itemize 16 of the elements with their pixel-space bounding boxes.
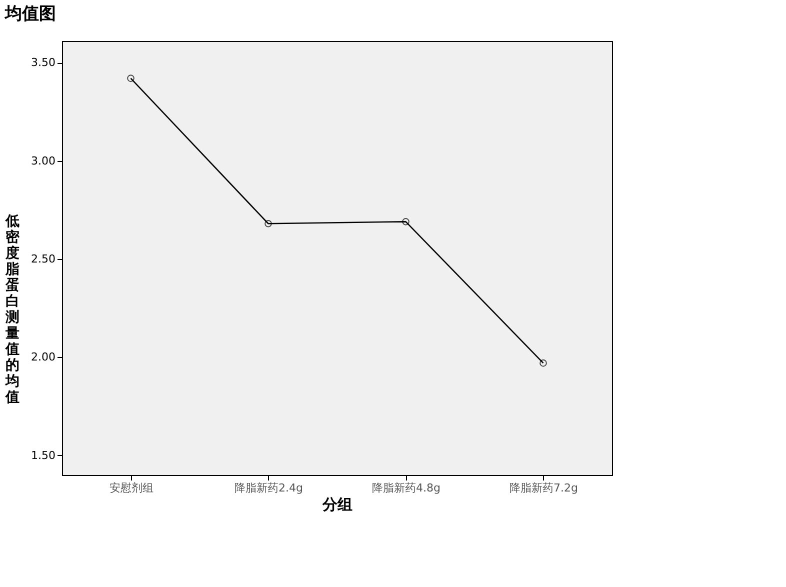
point: [540, 359, 547, 367]
point: [127, 74, 134, 82]
y-tick-label: 3.00: [31, 154, 56, 168]
y-tick-label: 2.00: [31, 350, 56, 364]
text: 低密度脂蛋白测量值的均值: [6, 214, 20, 406]
y-tick-label: 2.50: [31, 252, 56, 266]
x-tick-label: 降脂新药4.8g: [372, 482, 440, 494]
x-tick-label: 降脂新药2.4g: [234, 482, 303, 494]
x-tick-label: 降脂新药7.2g: [510, 482, 578, 494]
y-tick-label: 3.50: [31, 56, 56, 70]
x-axis-title: 分组: [322, 496, 352, 514]
x-tick-label: 安慰剂组: [109, 482, 154, 494]
chart-title: 均值图: [4, 4, 56, 24]
point: [264, 220, 272, 228]
y-tick-label: 1.50: [31, 448, 56, 462]
point: [402, 218, 410, 226]
